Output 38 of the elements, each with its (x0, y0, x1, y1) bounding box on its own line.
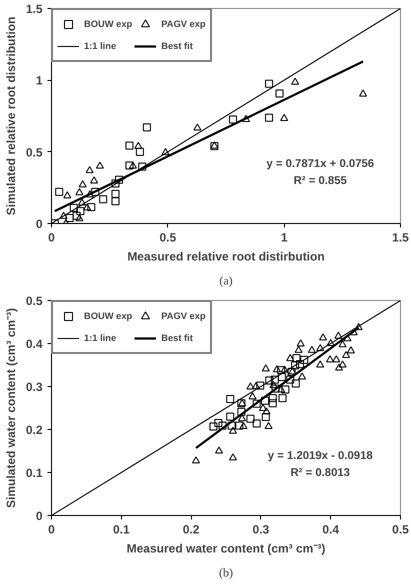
legend-label: BOUW exp (84, 311, 132, 321)
legend-label: 1:1 line (84, 333, 116, 343)
x-tick-label: 0 (48, 230, 56, 244)
x-tick-label: 0.5 (159, 230, 176, 244)
y-tick-label: 0.3 (26, 380, 43, 394)
text: (a) (219, 274, 233, 288)
y-tick-label: 0.5 (26, 145, 43, 160)
annotation: y = 0.7871x + 0.0756 (266, 158, 374, 170)
annotation: R² = 0.8013 (290, 466, 350, 479)
y-tick-label: 0.2 (26, 423, 43, 437)
x-tick-label: 0 (48, 522, 56, 536)
x-axis-title: Measured water content (cm³ cm⁻³) (126, 542, 326, 556)
legend-label: BOUW exp (84, 19, 132, 29)
y-tick-label: 0 (36, 509, 43, 523)
x-axis-title: Measured relative root distirbution (127, 250, 325, 264)
y-tick-label: 1 (36, 74, 43, 88)
x-tick-label: 0.3 (252, 522, 270, 536)
x-tick-label: 0.2 (182, 522, 200, 536)
y-tick-label: 0.4 (26, 337, 43, 351)
y-tick-label: 0 (36, 217, 43, 231)
legend-label: Best fit (161, 41, 193, 51)
y-tick-label: 0.1 (26, 466, 43, 480)
y-axis-title: Simulated relative root distribution (4, 16, 18, 216)
y-tick-label: 0.5 (26, 294, 43, 308)
x-tick-label: 0.4 (322, 522, 340, 536)
annotation: R² = 0.855 (294, 174, 347, 187)
annotation: y = 1.2019x - 0.0918 (268, 450, 373, 462)
x-tick-label: 1.5 (392, 230, 410, 244)
text: (b) (219, 566, 234, 580)
y-tick-label: 1.5 (26, 2, 43, 16)
legend-label: 1:1 line (84, 41, 116, 51)
x-tick-label: 1 (280, 230, 288, 244)
x-tick-label: 0.5 (392, 522, 410, 536)
legend-label: PAGV exp (161, 311, 206, 321)
y-axis-title: Simulated water content (cm³ cm⁻³) (4, 308, 18, 508)
x-tick-label: 0.1 (112, 522, 130, 536)
legend-label: PAGV exp (161, 19, 206, 29)
legend-label: Best fit (161, 333, 193, 343)
